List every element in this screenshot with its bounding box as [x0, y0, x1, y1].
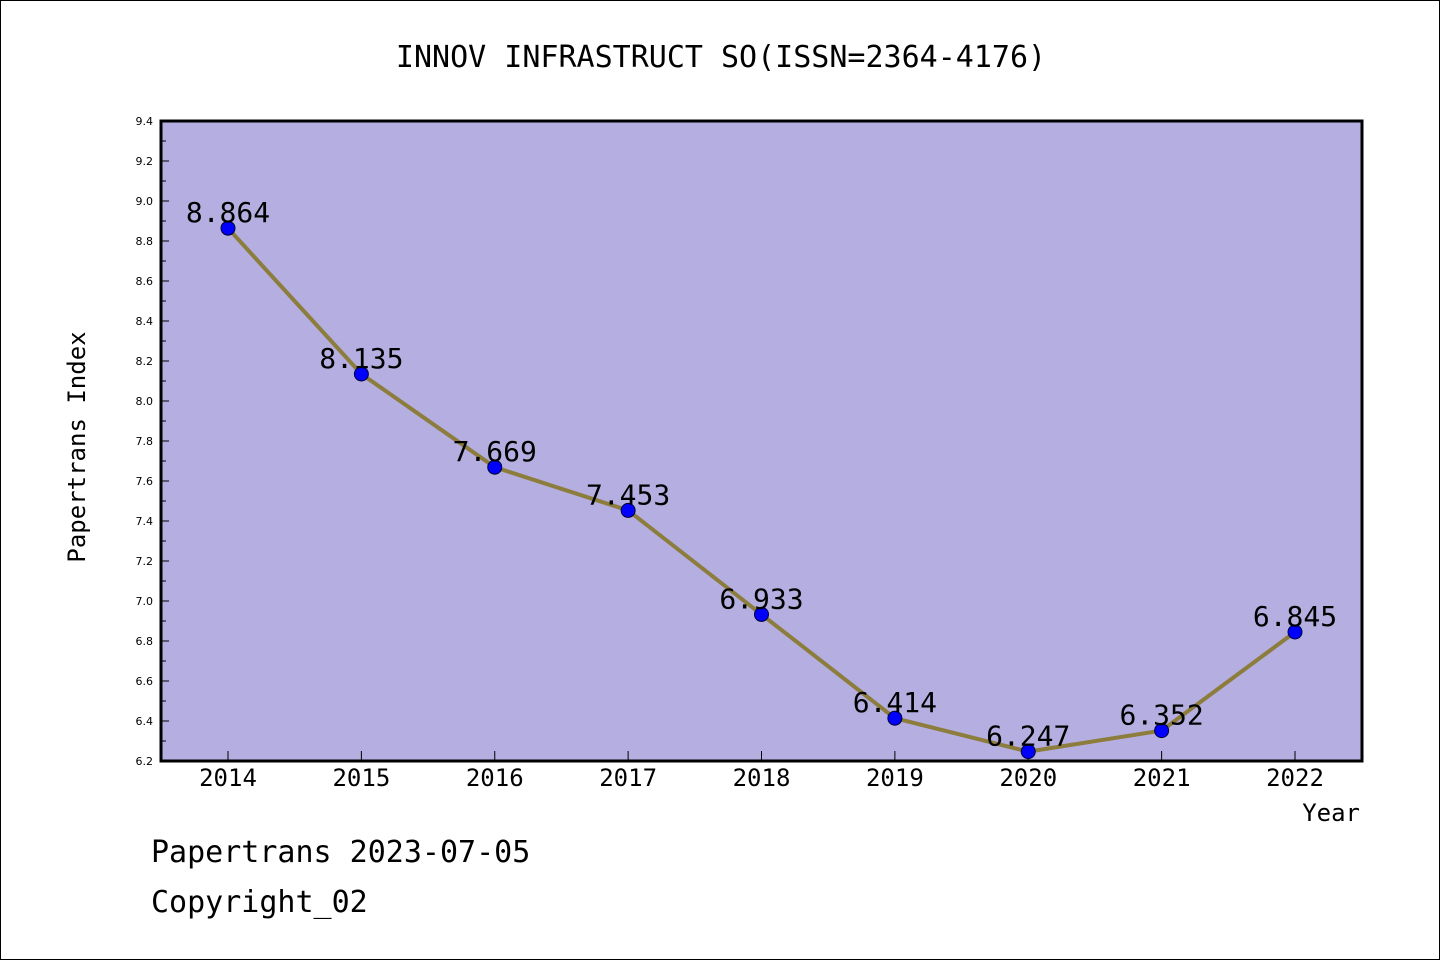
- y-tick-label: 7.0: [136, 595, 154, 608]
- x-tick-label: 2021: [1133, 764, 1191, 792]
- x-tick-label: 2018: [733, 764, 791, 792]
- x-tick-label: 2016: [466, 764, 524, 792]
- x-tick-label: 2015: [332, 764, 390, 792]
- y-tick-label: 6.4: [136, 715, 154, 728]
- y-tick-label: 9.0: [136, 195, 154, 208]
- y-tick-label: 7.6: [136, 475, 154, 488]
- y-tick-label: 7.4: [136, 515, 154, 528]
- data-point: [353, 366, 369, 382]
- data-label: 6.352: [1119, 699, 1203, 732]
- data-label: 7.453: [586, 478, 670, 511]
- y-tick-label: 9.2: [136, 155, 154, 168]
- data-label: 6.414: [853, 686, 937, 719]
- x-axis-title: Year: [1302, 799, 1360, 827]
- data-label: 6.933: [719, 582, 803, 615]
- data-label: 6.845: [1253, 600, 1337, 633]
- y-tick-label: 8.2: [136, 355, 154, 368]
- y-tick-label: 9.4: [136, 115, 154, 128]
- x-tick-label: 2017: [599, 764, 657, 792]
- y-axis: 6.2 6.4 6.6 6.8 7.0 7.2 7.4 7.6 7.8 8.0 8.2 8.4 8.6 8…: [136, 115, 169, 768]
- y-axis-title: Papertrans Index: [63, 331, 91, 562]
- data-point: [1287, 624, 1303, 640]
- y-tick-label: 8.6: [136, 275, 154, 288]
- y-tick-label: 8.0: [136, 395, 154, 408]
- data-point: [754, 606, 769, 622]
- x-tick-label: 2020: [999, 764, 1057, 792]
- footer-date: Papertrans 2023-07-05: [151, 835, 531, 870]
- data-point: [487, 459, 503, 475]
- data-point: [620, 502, 636, 518]
- y-tick-label: 7.2: [136, 555, 154, 568]
- data-label: 8.135: [319, 342, 403, 375]
- plot-frame: [159, 119, 1364, 763]
- y-tick-label: 6.8: [136, 635, 154, 648]
- y-tick-label: 7.8: [136, 435, 154, 448]
- data-label: 6.247: [986, 720, 1070, 753]
- data-point: [887, 710, 903, 726]
- series-markers: [220, 220, 1303, 760]
- x-tick-label: 2022: [1266, 764, 1324, 792]
- data-label: 8.864: [186, 196, 270, 229]
- data-label: 7.669: [453, 435, 537, 468]
- data-point: [1020, 744, 1036, 760]
- chart-title: INNOV INFRASTRUCT SO(ISSN=2364-4176): [396, 40, 1046, 75]
- data-point: [1154, 723, 1170, 739]
- x-tick-label: 2014: [199, 764, 257, 792]
- plot-area: [161, 121, 1362, 761]
- y-tick-label: 6.6: [136, 675, 154, 688]
- y-tick-label: 8.8: [136, 235, 154, 248]
- y-tick-label: 8.4: [136, 315, 154, 328]
- data-point: [220, 220, 236, 236]
- data-labels: 8.864 8.135 7.669 7.453 6.933 6.414 6.247 6.352…: [186, 196, 1337, 752]
- y-tick-label: 6.2: [136, 755, 154, 768]
- x-tick-label: 2019: [866, 764, 924, 792]
- x-axis: 2014 2015 2016 2017 2018 2019 2020 2021 2022: [199, 751, 1324, 792]
- footer-copyright: Copyright_02: [151, 885, 368, 920]
